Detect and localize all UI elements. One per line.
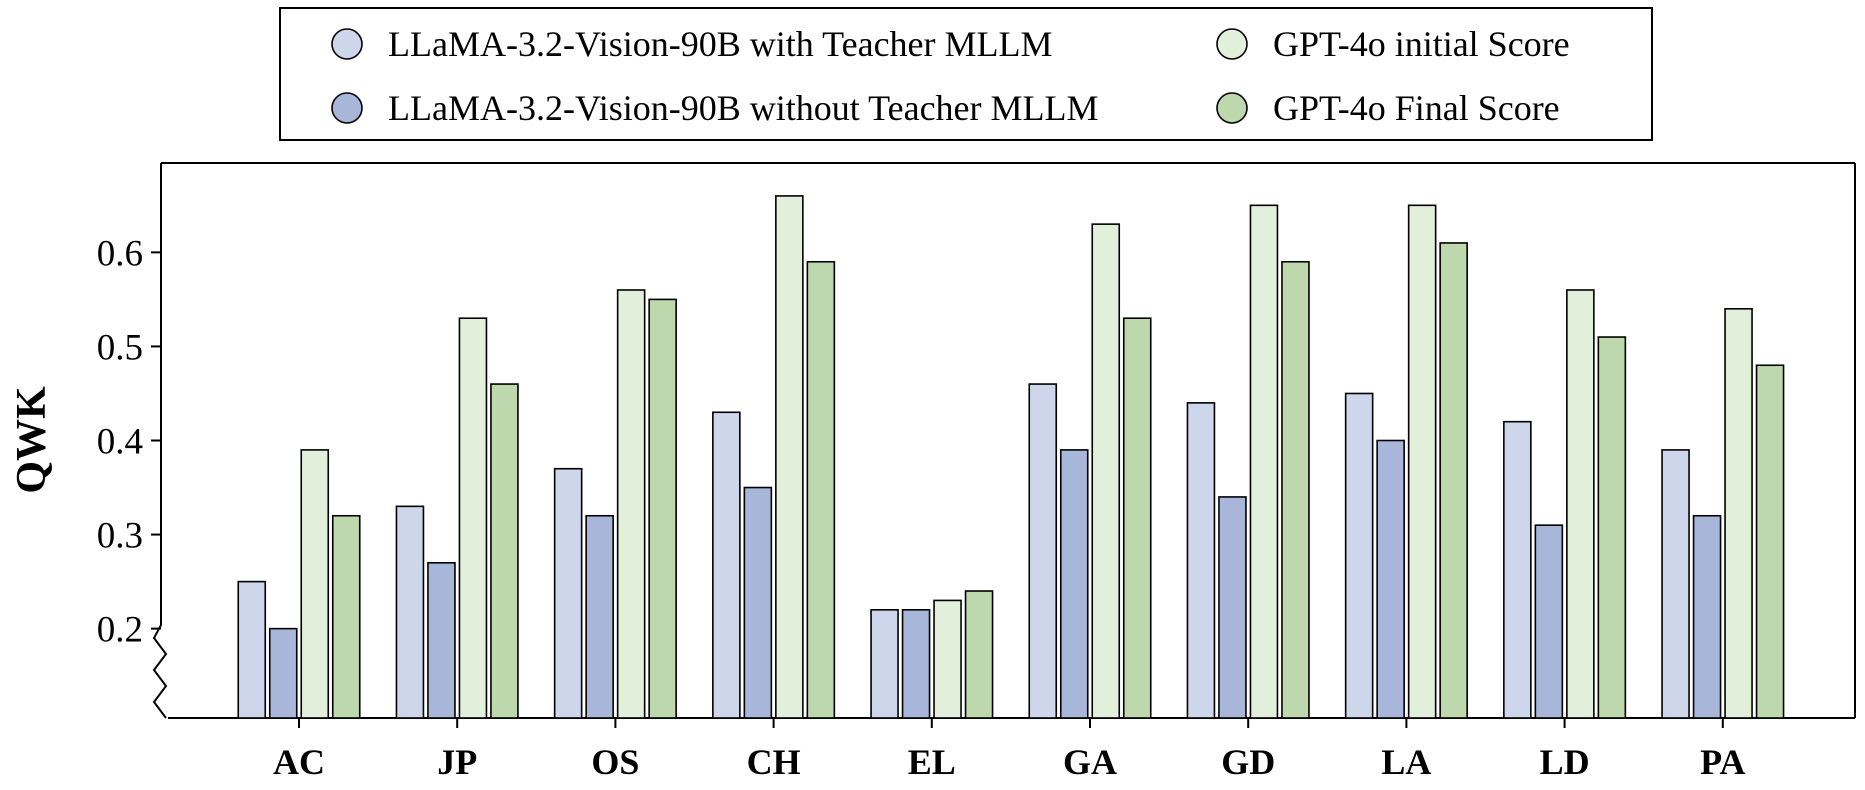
bar-ga-series-0 [1028, 383, 1058, 719]
legend-marker-1 [331, 92, 363, 124]
legend-marker-3 [1216, 92, 1248, 124]
bar-la-series-3 [1439, 242, 1468, 719]
x-tick-label-os: OS [591, 742, 639, 782]
bar-jp-series-1 [427, 561, 456, 719]
x-tick-label-ga: GA [1063, 742, 1117, 782]
bar-ac-series-0 [237, 580, 267, 719]
x-axis-tick-labels: AC JP OS CH EL GA GD LA LD PA [273, 718, 1745, 782]
bar-el-series-1 [901, 609, 931, 719]
bar-jp-series-3 [490, 383, 519, 719]
x-tick-label-ld: LD [1540, 742, 1590, 782]
bar-gd-series-3 [1281, 260, 1310, 719]
bar-os-series-3 [648, 298, 677, 719]
bar-os-series-0 [553, 467, 583, 719]
bar-os-series-1 [585, 514, 614, 719]
bar-la-series-2 [1407, 204, 1437, 719]
legend-label-2: GPT-4o initial Score [1273, 24, 1570, 64]
bar-pa-series-2 [1724, 308, 1753, 719]
bar-ch-series-1 [743, 486, 773, 719]
bar-gd-series-2 [1249, 204, 1279, 719]
bar-la-series-0 [1344, 392, 1374, 719]
x-tick-label-la: LA [1381, 742, 1431, 782]
bar-ac-series-3 [331, 514, 361, 719]
bar-jp-series-0 [395, 505, 425, 719]
y-axis-title: QWK [9, 386, 55, 494]
x-tick-label-ch: CH [747, 742, 801, 782]
y-tick-label: 0.2 [97, 610, 143, 651]
bar-gd-series-1 [1218, 496, 1247, 719]
bar-pa-series-3 [1755, 364, 1785, 719]
legend-label-1: LLaMA-3.2-Vision-90B without Teacher MLL… [388, 88, 1099, 128]
legend-marker-0 [331, 28, 363, 60]
bars [237, 195, 1785, 719]
bar-ga-series-2 [1091, 223, 1121, 719]
bar-pa-series-0 [1661, 449, 1690, 719]
bar-ch-series-0 [712, 411, 741, 719]
y-tick-label: 0.4 [97, 422, 143, 463]
x-tick-label-jp: JP [437, 742, 477, 782]
bar-ld-series-2 [1566, 289, 1595, 719]
bar-ch-series-3 [806, 260, 836, 719]
bar-ga-series-3 [1122, 317, 1152, 719]
bar-pa-series-1 [1692, 514, 1722, 719]
bar-jp-series-2 [458, 317, 488, 719]
bar-el-series-0 [870, 609, 899, 719]
x-tick-label-el: EL [908, 742, 956, 782]
bar-ld-series-0 [1503, 420, 1532, 719]
x-tick-label-pa: PA [1700, 742, 1745, 782]
bar-ch-series-2 [775, 195, 804, 719]
bar-gd-series-0 [1186, 402, 1216, 719]
y-tick-label: 0.6 [97, 233, 143, 274]
x-tick-label-ac: AC [273, 742, 325, 782]
y-tick-label: 0.5 [97, 327, 143, 368]
legend-label-0: LLaMA-3.2-Vision-90B with Teacher MLLM [388, 24, 1053, 64]
y-axis-ticks: 0.2 0.3 0.4 0.5 0.6 [97, 233, 161, 651]
bar-ld-series-1 [1534, 524, 1564, 719]
bar-os-series-2 [616, 289, 646, 719]
bar-ld-series-3 [1597, 336, 1627, 719]
x-tick-label-gd: GD [1221, 742, 1275, 782]
bar-ac-series-2 [300, 449, 330, 719]
plot-area: 0.2 0.3 0.4 0.5 0.6 AC JP OS CH EL GA GD LA LD PA [97, 162, 1856, 782]
bar-el-series-2 [933, 599, 962, 719]
bar-el-series-3 [964, 590, 994, 719]
y-axis-line-with-break [152, 163, 168, 719]
legend-label-3: GPT-4o Final Score [1273, 88, 1560, 128]
legend: LLaMA-3.2-Vision-90B with Teacher MLLM L… [279, 7, 1653, 141]
legend-frame [279, 7, 1653, 141]
bar-ac-series-1 [268, 627, 298, 719]
bar-la-series-1 [1376, 439, 1405, 719]
legend-marker-2 [1216, 28, 1248, 60]
bar-ga-series-1 [1059, 449, 1089, 719]
y-tick-label: 0.3 [97, 516, 143, 557]
